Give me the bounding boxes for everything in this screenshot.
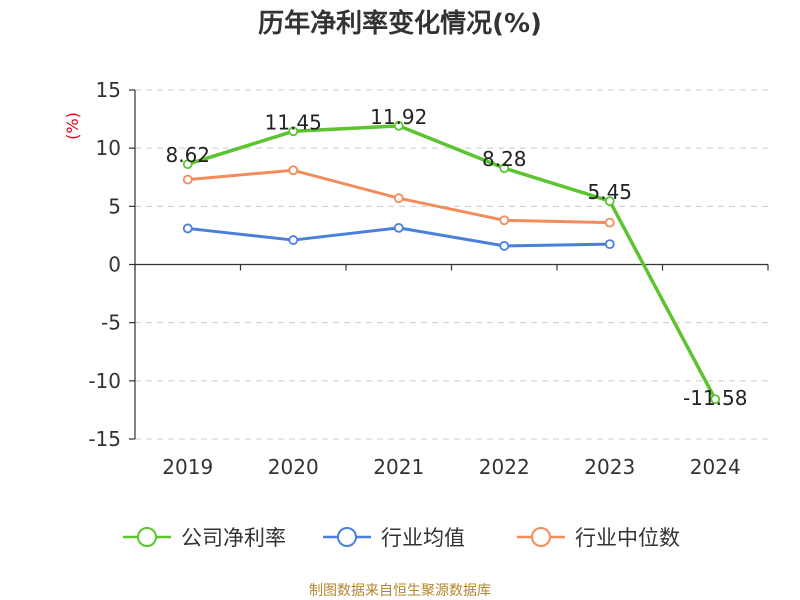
legend-item-2: 行业中位数 (517, 526, 680, 550)
series-2 (182, 165, 615, 228)
y-axis-label: (%) (63, 112, 82, 140)
data-label: -11.58 (683, 386, 747, 410)
data-point (604, 196, 615, 206)
data-label: 8.62 (165, 143, 210, 167)
x-tick-label: 2024 (690, 455, 741, 479)
legend-label: 公司净利率 (181, 526, 286, 550)
x-tick-label: 2023 (584, 455, 635, 479)
data-point (182, 223, 193, 234)
y-tick-label: -15 (88, 427, 121, 451)
x-tick-label: 2019 (162, 455, 213, 479)
series-layer (182, 120, 721, 405)
data-point (604, 217, 615, 228)
y-tick-label: -10 (88, 369, 121, 393)
x-tick-label: 2020 (268, 455, 319, 479)
y-tick-label: 0 (108, 253, 121, 277)
data-label: 11.92 (370, 105, 427, 129)
series-1 (182, 222, 615, 251)
y-tick-label: -5 (101, 311, 121, 335)
legend-label: 行业中位数 (575, 526, 680, 550)
legend-item-0: 公司净利率 (123, 526, 286, 550)
data-point (182, 159, 193, 170)
legend-marker (531, 527, 551, 547)
series-line (187, 124, 717, 401)
data-point (393, 222, 404, 233)
data-point (499, 163, 510, 174)
legend-marker (137, 527, 157, 547)
y-tick-label: 5 (108, 194, 121, 218)
x-tick-label: 2021 (373, 455, 424, 479)
data-point (393, 193, 404, 204)
data-point (604, 239, 615, 250)
series-0 (182, 120, 721, 405)
data-point (182, 174, 193, 185)
data-point (288, 235, 299, 245)
data-point (288, 165, 299, 176)
chart-title: 历年净利率变化情况(%) (258, 8, 542, 39)
legend-item-1: 行业均值 (323, 526, 465, 550)
data-point (393, 120, 404, 131)
legend: 公司净利率 行业均值 行业中位数 (123, 526, 680, 550)
legend-marker (337, 527, 357, 547)
data-label: 11.45 (265, 110, 322, 134)
data-point (710, 394, 721, 405)
y-tick-label: 15 (96, 78, 121, 102)
data-label-layer: 8.62 11.45 11.92 8.28 5.45 -11.58 (165, 105, 747, 410)
data-label: 5.45 (587, 180, 632, 204)
y-tick-label: 10 (96, 136, 121, 160)
legend-label: 行业均值 (381, 526, 465, 550)
data-point (499, 215, 510, 226)
data-point (499, 240, 510, 251)
source-note: 制图数据来自恒生聚源数据库 (309, 583, 491, 599)
x-tick-label: 2022 (479, 455, 530, 479)
axis-layer: 15 10 5 0 -5 -10 -15 2019 2020 2021 2022 2023 2024 (88, 78, 769, 479)
data-point (288, 126, 299, 137)
data-label: 8.28 (482, 147, 527, 171)
